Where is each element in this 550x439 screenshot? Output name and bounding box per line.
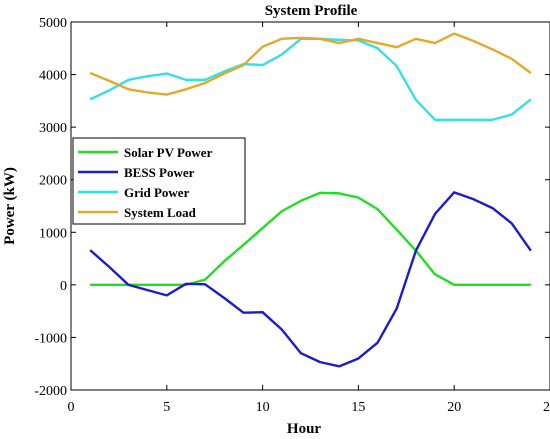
y-tick-label: 1000 <box>39 226 67 241</box>
legend-label-1: BESS Power <box>124 165 195 180</box>
x-tick-label: 20 <box>447 400 461 415</box>
series-layer <box>89 32 532 368</box>
legend-label-0: Solar PV Power <box>124 145 213 160</box>
x-tick-label: 10 <box>256 400 270 415</box>
chart-title: System Profile <box>265 3 358 19</box>
x-tick-label: 0 <box>68 400 75 415</box>
legend-label-2: Grid Power <box>124 185 190 200</box>
y-tick-label: 2000 <box>39 174 67 189</box>
x-tick-label: 5 <box>163 400 170 415</box>
x-axis-label: Hour <box>287 421 322 437</box>
series-line-3 <box>89 32 532 96</box>
legend-label-3: System Load <box>124 205 197 220</box>
x-axis-ticks: 0 5 10 15 20 25 <box>68 22 550 415</box>
legend: Solar PV Power BESS Power Grid Power System… <box>72 137 246 225</box>
series-line-0 <box>90 191 531 287</box>
x-tick-label: 25 <box>543 400 550 415</box>
plot-frame <box>70 21 550 391</box>
y-tick-label: -1000 <box>34 331 67 346</box>
y-axis-ticks: -2000 -1000 0 1000 2000 3000 4000 5000 <box>34 16 550 399</box>
legend-items: Solar PV Power BESS Power Grid Power System… <box>78 145 213 220</box>
y-tick-label: -2000 <box>34 384 67 399</box>
y-tick-label: 4000 <box>39 69 67 84</box>
y-tick-label: 5000 <box>39 16 67 31</box>
series-line-1 <box>89 191 532 368</box>
x-tick-label: 15 <box>351 400 365 415</box>
y-tick-label: 3000 <box>39 121 67 136</box>
y-tick-label: 0 <box>60 279 67 294</box>
y-axis-label: Power (kW) <box>2 167 18 245</box>
